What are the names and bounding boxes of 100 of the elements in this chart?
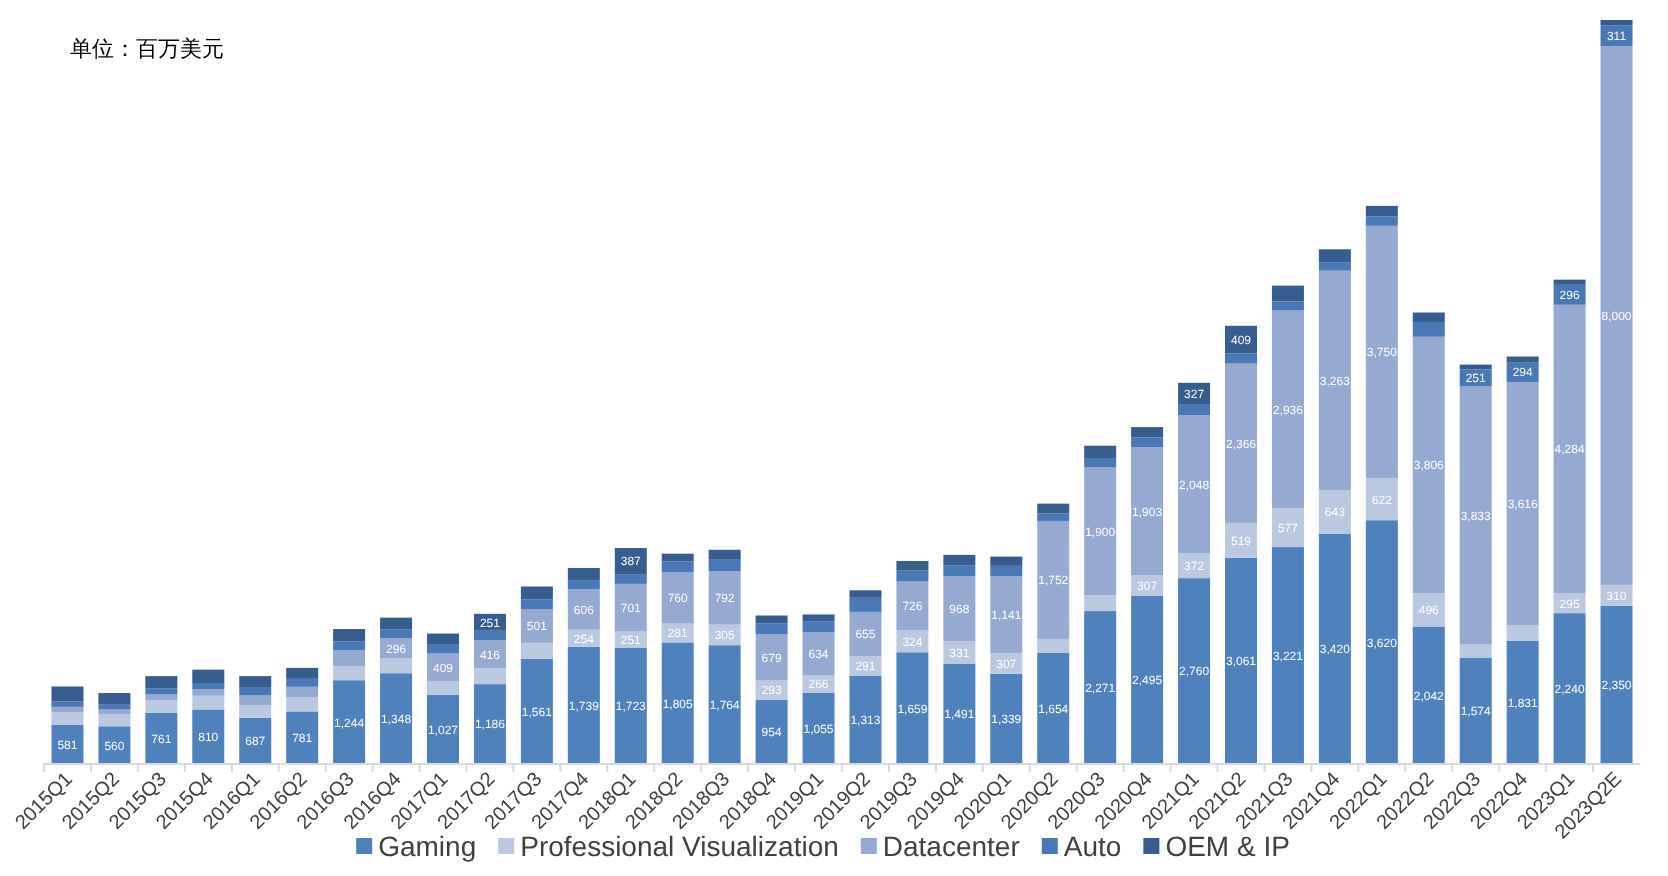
bar: [1271, 547, 1304, 764]
bar: [145, 694, 178, 700]
bar: [943, 576, 976, 642]
bar: [567, 588, 600, 630]
bar: [1131, 427, 1164, 438]
bar: [98, 693, 131, 705]
bar: [1459, 658, 1492, 764]
bar: [943, 554, 976, 566]
bar: [1553, 613, 1586, 764]
bar: [1037, 513, 1070, 521]
bar: [380, 658, 413, 674]
bar: [145, 699, 178, 713]
bar: [520, 642, 553, 659]
bar: [1084, 467, 1117, 596]
legend-label: Datacenter: [882, 830, 1021, 862]
bar: [1037, 503, 1070, 514]
bar: [661, 561, 694, 573]
bar: [239, 676, 272, 688]
bar: [1318, 533, 1351, 764]
bar: [708, 571, 741, 625]
bar: [1459, 644, 1492, 658]
bar: [896, 570, 929, 582]
bar: [286, 686, 319, 697]
bar: [192, 682, 225, 690]
bar: [333, 666, 366, 681]
bar: [755, 699, 788, 764]
bar: [520, 658, 553, 764]
bar: [473, 630, 506, 641]
bar: [567, 580, 600, 589]
bar: [98, 714, 131, 727]
bar: [1365, 478, 1398, 521]
bar: [520, 599, 553, 610]
annotation: 单位：百万美元: [70, 36, 224, 62]
bar: [849, 611, 882, 656]
bar: [1553, 279, 1586, 285]
bar: [1365, 216, 1398, 226]
bar: [849, 597, 882, 612]
bar: [427, 694, 459, 764]
bar: [802, 632, 835, 676]
bar: [990, 565, 1023, 577]
bar: [1600, 20, 1633, 26]
bar: [614, 574, 647, 584]
bar: [1131, 595, 1164, 764]
bar: [755, 615, 788, 624]
bar: [990, 576, 1023, 654]
bar: [380, 629, 413, 639]
bar: [943, 565, 976, 577]
bar: [802, 614, 835, 622]
bar: [473, 668, 506, 685]
bar: [1271, 285, 1304, 302]
bar: [896, 561, 929, 571]
bar: [567, 646, 600, 764]
bar: [755, 623, 788, 635]
bar: [239, 695, 272, 706]
bar: [943, 663, 976, 764]
bar: [1225, 522, 1257, 558]
bar: [1131, 447, 1164, 576]
bar: [1084, 445, 1117, 459]
bar: [802, 692, 835, 764]
bar: [380, 673, 413, 764]
bar: [990, 673, 1023, 764]
bar: [239, 705, 272, 718]
bar: [333, 629, 366, 642]
bar: [427, 681, 459, 695]
bar: [1412, 626, 1445, 764]
bar: [1459, 386, 1492, 645]
bar: [1178, 578, 1211, 764]
bar: [239, 687, 272, 696]
bar: [755, 634, 788, 681]
bar: [802, 621, 835, 633]
bar: [192, 689, 225, 696]
legend-label: OEM & IP: [1165, 830, 1290, 862]
bar: [427, 633, 459, 645]
bar: [661, 553, 694, 562]
bar: [427, 644, 459, 654]
bar: [614, 647, 647, 764]
bar: [192, 709, 225, 764]
bar: [1459, 364, 1492, 370]
bar: [708, 549, 741, 560]
bar: [333, 650, 366, 667]
bar: [1506, 381, 1539, 626]
bar: [145, 676, 178, 689]
bar: [708, 645, 741, 764]
bar: [990, 556, 1023, 566]
bar: [1600, 605, 1633, 764]
bar: [1365, 225, 1398, 479]
bar: [1178, 404, 1211, 416]
bar: [192, 695, 225, 710]
bar: [1365, 205, 1398, 217]
bar: [1553, 304, 1586, 594]
bar: [520, 586, 553, 600]
bar: [1506, 625, 1539, 641]
bar: [333, 641, 366, 651]
bar: [661, 572, 694, 624]
bar: [286, 667, 319, 679]
bar: [51, 712, 84, 725]
bar: [1318, 270, 1351, 491]
bar: [98, 704, 131, 710]
bar: [1084, 458, 1117, 468]
bar: [849, 590, 882, 598]
